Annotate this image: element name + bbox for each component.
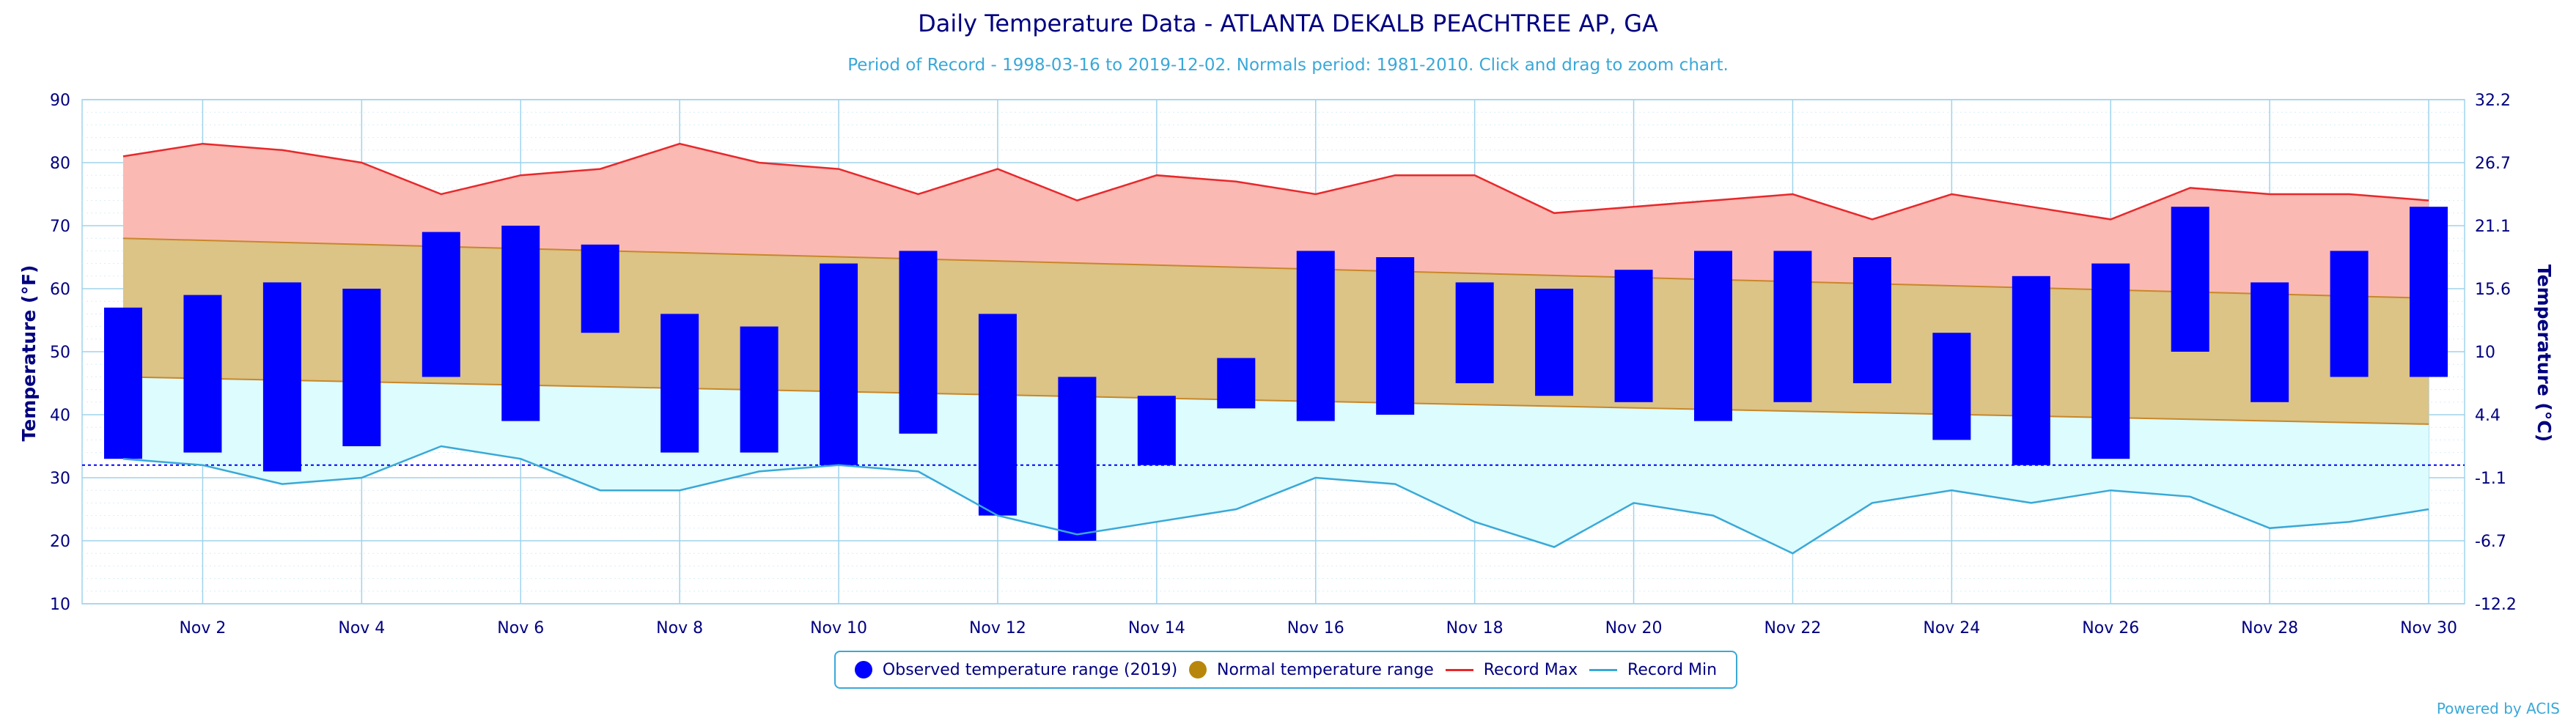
legend-observed-marker-icon [854, 661, 872, 679]
x-tick-label: Nov 16 [1287, 619, 1344, 637]
observed-bar [2410, 207, 2448, 377]
observed-bar [422, 232, 460, 377]
observed-bar [899, 251, 938, 434]
y-tick-label-left: 10 [50, 596, 70, 614]
legend-item-record-min[interactable]: Record Min [1589, 661, 1717, 679]
observed-bar [1694, 251, 1732, 421]
record-lines [122, 142, 2429, 555]
observed-bar [1376, 257, 1415, 415]
observed-bar [2251, 282, 2289, 402]
y-tick-label-right: 10 [2475, 344, 2495, 362]
legend-normal-label: Normal temperature range [1217, 660, 1434, 679]
x-tick-label: Nov 30 [2400, 619, 2457, 637]
y-tick-label-right: 4.4 [2475, 407, 2500, 425]
observed-bar [2330, 251, 2369, 377]
y-axis-left-title: Temperature (°F) [18, 265, 40, 442]
x-tick-label: Nov 14 [1128, 619, 1185, 637]
observed-bar [581, 244, 619, 333]
legend-record-min-label: Record Min [1627, 660, 1718, 679]
credit-text[interactable]: Powered by ACIS [2437, 700, 2560, 717]
x-tick-label: Nov 20 [1605, 619, 1663, 637]
legend-observed-label: Observed temperature range (2019) [882, 660, 1178, 679]
observed-bar [104, 307, 142, 459]
chart-title: Daily Temperature Data - ATLANTA DEKALB … [918, 10, 1658, 37]
observed-bar [1773, 251, 1812, 402]
observed-bar [1058, 377, 1097, 541]
x-tick-label: Nov 4 [338, 619, 385, 637]
observed-bar [660, 314, 699, 453]
observed-bar [262, 282, 301, 472]
chart-subtitle: Period of Record - 1998-03-16 to 2019-12… [847, 56, 1729, 75]
y-tick-label-right: 21.1 [2475, 218, 2511, 236]
normal-range-band [123, 238, 2429, 424]
observed-bar [1614, 270, 1653, 402]
y-tick-label-right: -1.1 [2475, 470, 2506, 488]
legend-record-max-label: Record Max [1483, 660, 1578, 679]
y-axis-right-ticks: -12.2 -6.7 -1.1 4.4 10 15.6 21.1 26.7 32.2 [2475, 92, 2517, 614]
observed-bars [104, 207, 2448, 541]
legend-item-normal[interactable]: Normal temperature range [1189, 661, 1434, 679]
y-tick-label-left: 60 [50, 281, 70, 299]
legend-record-min-line-icon [1589, 668, 1618, 671]
observed-bar [1296, 251, 1335, 421]
observed-bar [1455, 282, 1494, 383]
x-tick-label: Nov 22 [1764, 619, 1821, 637]
x-tick-label: Nov 2 [179, 619, 226, 637]
legend-item-observed[interactable]: Observed temperature range (2019) [854, 660, 1178, 679]
observed-bar [2171, 207, 2209, 352]
x-tick-label: Nov 18 [1446, 619, 1504, 637]
chart-legend: Observed temperature range (2019) Normal… [834, 651, 1737, 689]
x-axis-ticks: Nov 2 Nov 4 Nov 6 Nov 8 Nov 10 Nov 12 Nov 14 No… [179, 619, 2457, 637]
legend-item-record-max[interactable]: Record Max [1445, 660, 1578, 679]
y-tick-label-left: 70 [50, 218, 70, 236]
y-tick-label-right: -12.2 [2475, 596, 2517, 614]
observed-bar [501, 226, 540, 421]
observed-bar [820, 263, 858, 465]
observed-bar [342, 289, 381, 446]
observed-bar [978, 314, 1017, 516]
y-tick-label-left: 20 [50, 533, 70, 551]
observed-bar [2091, 263, 2130, 459]
legend-normal-marker-icon [1189, 661, 1207, 679]
x-tick-label: Nov 6 [497, 619, 544, 637]
area-bands [82, 144, 2465, 554]
legend-record-max-line-icon [1445, 668, 1473, 671]
observed-bar [183, 295, 222, 453]
observed-bar [1137, 396, 1176, 465]
y-tick-label-left: 40 [50, 407, 70, 425]
observed-bar [2012, 276, 2050, 465]
y-tick-label-left: 90 [50, 92, 70, 110]
y-tick-label-right: -6.7 [2475, 533, 2506, 551]
record-max-line [122, 142, 2429, 221]
x-tick-label: Nov 8 [656, 619, 703, 637]
x-tick-label: Nov 10 [810, 619, 867, 637]
y-tick-label-left: 50 [50, 344, 70, 362]
y-tick-label-right: 15.6 [2475, 281, 2511, 299]
y-tick-label-right: 32.2 [2475, 92, 2511, 110]
x-tick-label: Nov 28 [2241, 619, 2298, 637]
observed-bar [1217, 358, 1256, 409]
observed-bar [1535, 289, 1574, 396]
y-axis-left-ticks: 10 20 30 40 50 60 70 80 90 [50, 92, 70, 614]
observed-bar [1932, 333, 1971, 440]
observed-bar [740, 326, 779, 453]
record-max-area [123, 144, 2429, 298]
x-tick-label: Nov 12 [969, 619, 1026, 637]
y-axis-right-title: Temperature (°C) [2533, 265, 2555, 442]
y-tick-label-right: 26.7 [2475, 155, 2511, 173]
x-tick-label: Nov 26 [2082, 619, 2139, 637]
y-tick-label-left: 30 [50, 470, 70, 488]
record-min-line [122, 445, 2429, 555]
x-tick-label: Nov 24 [1923, 619, 1980, 637]
y-tick-label-left: 80 [50, 155, 70, 173]
observed-bar [1852, 257, 1891, 383]
record-min-area [123, 377, 2429, 554]
